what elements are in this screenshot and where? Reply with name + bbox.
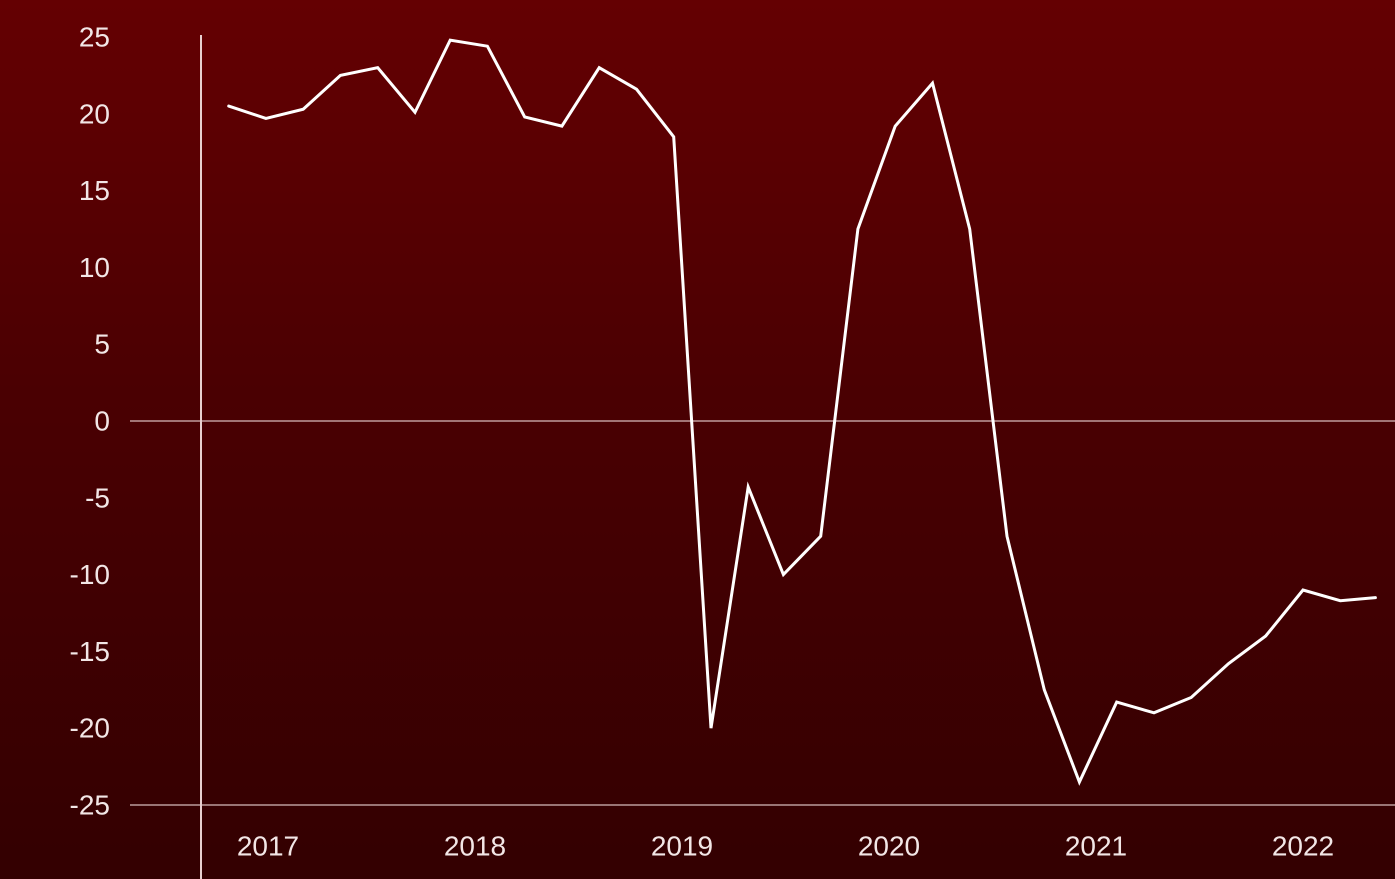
y-tick-label: 20 — [79, 98, 110, 129]
reference-lines — [130, 420, 1395, 806]
x-axis-ticks: 2017 2018 2019 2020 2021 2022 — [237, 831, 1334, 862]
y-axis-ticks: 25 20 15 10 5 0 -5 -10 -15 -20 -25 — [70, 22, 110, 821]
y-tick-label: 15 — [79, 175, 110, 206]
x-tick-label: 2018 — [444, 831, 506, 862]
y-tick-label: 5 — [94, 329, 110, 360]
y-tick-label: 25 — [79, 22, 110, 53]
x-tick-label: 2019 — [651, 831, 713, 862]
y-tick-label: 0 — [94, 406, 110, 437]
y-tick-label: -5 — [85, 482, 110, 513]
y-tick-label: 10 — [79, 252, 110, 283]
y-tick-label: -15 — [70, 636, 110, 667]
y-tick-label: -20 — [70, 713, 110, 744]
series-group — [227, 38, 1377, 786]
x-tick-label: 2021 — [1065, 831, 1127, 862]
x-tick-label: 2017 — [237, 831, 299, 862]
x-tick-label: 2022 — [1272, 831, 1334, 862]
series-line — [227, 38, 1377, 786]
y-tick-label: -25 — [70, 790, 110, 821]
x-tick-label: 2020 — [858, 831, 920, 862]
y-tick-label: -10 — [70, 559, 110, 590]
